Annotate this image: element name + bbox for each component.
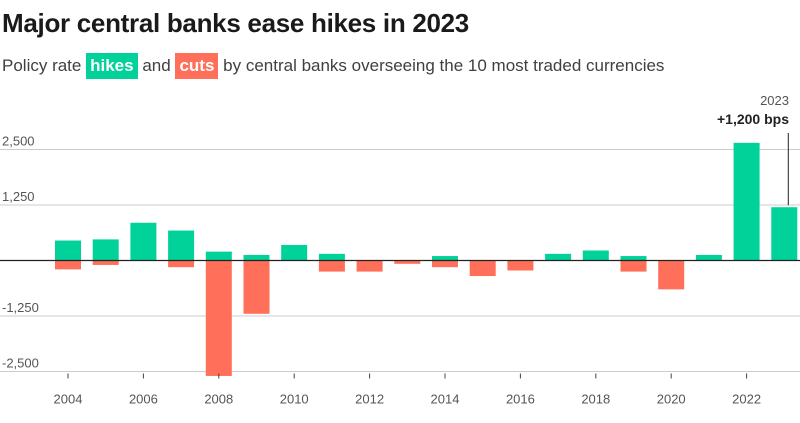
cut-bar-2014	[432, 260, 458, 268]
hike-bar-2008	[205, 251, 232, 261]
cuts-legend-pill: cuts	[175, 53, 219, 79]
subtitle-prefix: Policy rate	[2, 56, 82, 75]
cut-bar-2005	[92, 260, 119, 265]
x-axis: 2004 2006 2008 2010 2012 2014 2016 2018 2020 2022	[0, 259, 800, 407]
cut-bar-2019	[620, 260, 647, 272]
x-tick-label: 2006	[129, 392, 158, 407]
hike-bar-2004	[55, 240, 81, 261]
x-tick-label: 2014	[431, 392, 460, 407]
chart-subtitle: Policy rate hikes and cuts by central ba…	[2, 53, 665, 79]
y-axis-labels: 2,500 1,250 -1,250 -2,500	[2, 134, 39, 371]
y-tick-label: -2,500	[2, 356, 39, 371]
cut-bar-2007	[168, 260, 195, 268]
hike-bar-2022	[733, 142, 760, 261]
hike-bar-2019	[620, 256, 647, 261]
x-tick-label: 2012	[355, 392, 384, 407]
hike-bar-2010	[281, 244, 308, 261]
gridlines	[0, 149, 800, 372]
hike-bar-2017	[545, 253, 572, 261]
hike-bar-2018	[582, 250, 609, 261]
hikes-legend-pill: hikes	[86, 53, 138, 79]
annotation-year: 2023	[760, 93, 789, 108]
hike-bar-2007	[168, 230, 195, 261]
x-tick-label: 2018	[581, 392, 610, 407]
x-tick-label: 2020	[657, 392, 686, 407]
hike-bar-2006	[130, 222, 157, 261]
cut-bar-2015	[469, 260, 496, 277]
x-tick-label: 2008	[204, 392, 233, 407]
hike-bar-2023	[771, 207, 798, 261]
x-tick-label: 2004	[54, 392, 83, 407]
cut-bar-2013	[394, 260, 421, 264]
x-tick-label: 2022	[732, 392, 761, 407]
cut-bar-2009	[243, 260, 270, 314]
cut-bar-2004	[55, 260, 81, 270]
cut-bar-2012	[356, 260, 383, 272]
x-tick-label: 2016	[506, 392, 535, 407]
subtitle-and: and	[142, 56, 171, 75]
hike-bar-2009	[243, 254, 270, 261]
cut-bar-2011	[318, 260, 345, 272]
cut-bar-2008	[205, 260, 232, 376]
x-tick-label: 2010	[280, 392, 309, 407]
y-tick-label: 2,500	[2, 134, 35, 149]
bars	[55, 142, 798, 376]
hike-bar-2021	[695, 254, 722, 261]
annotation-value: +1,200 bps	[717, 111, 789, 127]
hike-bar-2011	[318, 253, 345, 261]
subtitle-suffix: by central banks overseeing the 10 most …	[223, 56, 665, 75]
y-tick-label: -1,250	[2, 300, 39, 315]
chart-title: Major central banks ease hikes in 2023	[2, 8, 469, 38]
cut-bar-2016	[507, 260, 534, 271]
annotation-2023: 2023 +1,200 bps	[717, 93, 789, 206]
hike-bar-2005	[92, 239, 119, 261]
hike-bar-2014	[432, 256, 458, 261]
cut-bar-2020	[658, 260, 685, 290]
y-tick-label: 1,250	[2, 189, 35, 204]
